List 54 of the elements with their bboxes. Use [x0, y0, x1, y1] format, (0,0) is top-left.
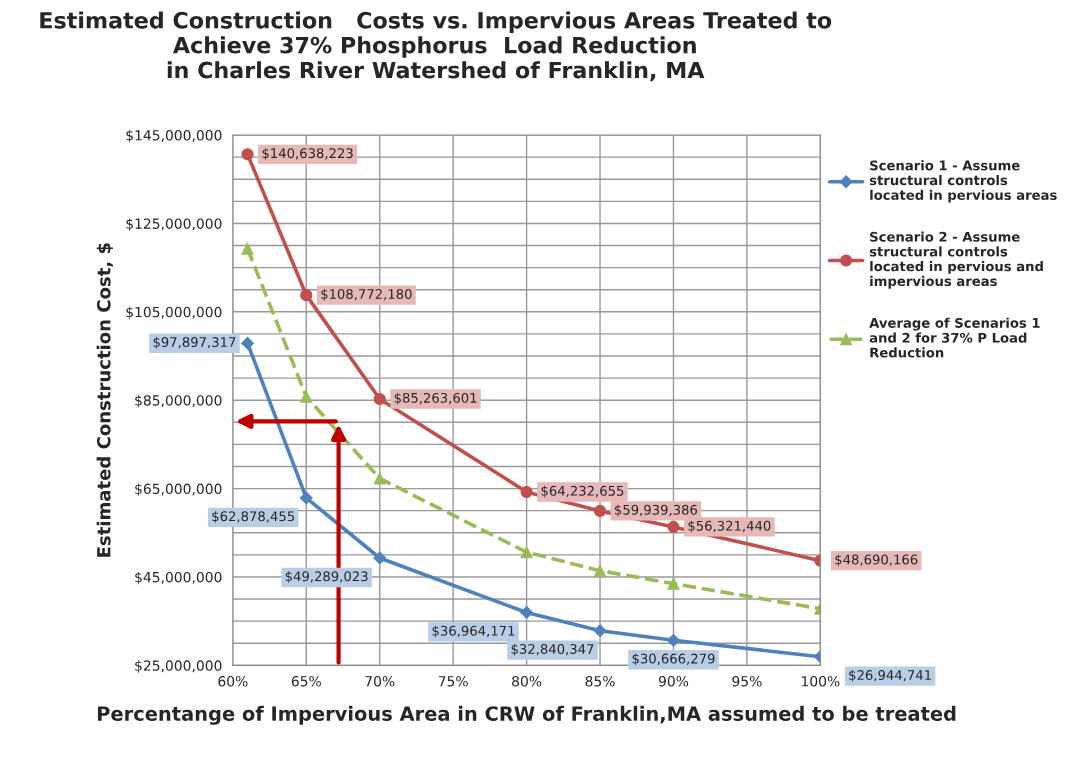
- point: [300, 289, 313, 302]
- point: [520, 606, 533, 619]
- point: [241, 336, 254, 350]
- point: [667, 577, 680, 590]
- y-tick-label: $105,000,000: [126, 306, 222, 320]
- y-tick-label: $45,000,000: [135, 571, 222, 585]
- point: [300, 390, 313, 403]
- x-tick-label: 70%: [365, 676, 395, 687]
- x-tick-label: 95%: [732, 676, 762, 687]
- x-tick-label: 100%: [802, 676, 840, 687]
- y-tick-label: $25,000,000: [135, 660, 222, 673]
- point: [520, 485, 533, 499]
- point: [667, 520, 680, 533]
- point: [373, 392, 386, 406]
- y-tick-label: $85,000,000: [135, 394, 222, 408]
- x-tick-label: 65%: [291, 676, 321, 687]
- chart-title: Estimated Construction Costs vs. Impervious Areas Treated to Achieve 37% Phosphorus Load Reduction in Charles River Watershed of Franklin, MA: [40, 11, 832, 82]
- x-tick-label: 85%: [585, 676, 615, 687]
- data-label: $140,638,223: [262, 147, 353, 160]
- data-label: $48,690,166: [835, 554, 918, 567]
- data-label: $56,321,440: [688, 520, 771, 533]
- point: [593, 504, 607, 518]
- x-tick-label: 90%: [658, 676, 689, 687]
- data-label: $62,878,455: [212, 511, 295, 523]
- point: [593, 624, 607, 638]
- data-label: $36,964,171: [432, 625, 515, 638]
- data-label: $59,939,386: [615, 504, 698, 517]
- data-label: $26,944,741: [849, 669, 931, 682]
- point: [593, 564, 607, 577]
- y-tick-label: $65,000,000: [135, 483, 222, 496]
- point: [520, 546, 533, 559]
- data-label: $49,289,023: [285, 571, 368, 584]
- y-axis-title: Estimated Construction Cost, $: [96, 243, 114, 557]
- legend-label: Scenario 2 - Assume structural controls located in pervious and impervious areas: [869, 231, 1043, 289]
- data-label: $32,840,347: [511, 643, 594, 656]
- point: [373, 551, 387, 565]
- legend-label: Average of Scenarios 1 and 2 for 37% P Load Reduction: [869, 317, 1040, 358]
- x-tick-label: 60%: [218, 676, 248, 687]
- x-axis-title: Percentange of Impervious Area in CRW of Franklin,MA assumed to be treated: [97, 705, 956, 725]
- legend-label: Scenario 1 - Assume structural controls located in pervious areas: [869, 160, 1057, 203]
- point: [241, 242, 254, 255]
- data-label: $30,666,279: [632, 653, 715, 666]
- x-tick-label: 80%: [512, 676, 542, 687]
- x-tick-label: 75%: [438, 676, 468, 687]
- data-label: $108,772,180: [321, 288, 412, 301]
- data-label: $85,263,601: [394, 392, 477, 405]
- data-label: $97,897,317: [153, 336, 236, 349]
- y-tick-label: $125,000,000: [126, 218, 222, 231]
- point: [241, 148, 254, 161]
- point: [667, 633, 680, 647]
- data-label: $64,232,655: [541, 485, 624, 498]
- point: [373, 472, 386, 485]
- point: [299, 491, 313, 505]
- y-tick-label: $145,000,000: [126, 129, 222, 143]
